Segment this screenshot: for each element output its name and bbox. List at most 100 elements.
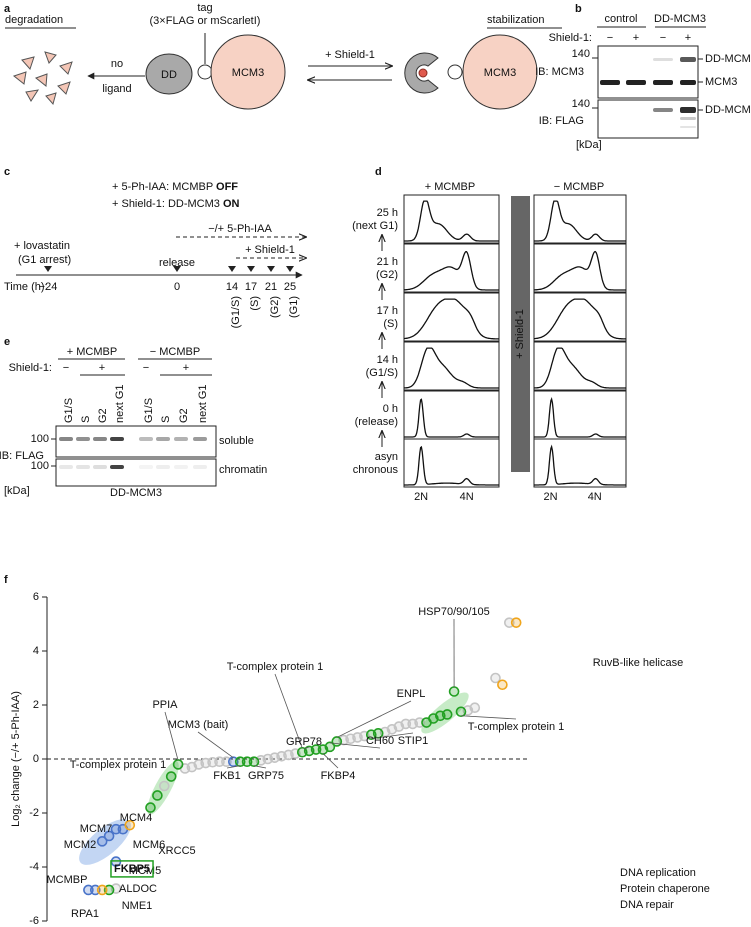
label: control [604, 13, 637, 25]
label: 140 [572, 98, 590, 110]
band [139, 437, 153, 441]
histogram [534, 200, 626, 242]
histogram [404, 445, 499, 486]
text-part: + 5-Ph-IAA: MCMBP [112, 181, 213, 193]
label: G2 [97, 408, 109, 423]
annotation: RuvB-like helicase [593, 657, 683, 669]
label: + Shield-1 [245, 244, 295, 256]
point [497, 679, 508, 691]
histogram-frame [403, 292, 500, 342]
label: + Shield-1 [325, 49, 375, 61]
annotation: XRCC5 [158, 845, 195, 857]
label: −24 [39, 281, 58, 293]
annotation: ENPL [397, 688, 426, 700]
label: [kDa] [4, 485, 30, 497]
label: 14 [226, 281, 238, 293]
leader-line [460, 715, 517, 720]
label: (3×FLAG or mScarletI) [150, 15, 261, 27]
band [156, 437, 170, 441]
label: + Shield-1: DD-MCM3 ON [112, 198, 240, 210]
histogram [403, 251, 499, 291]
text-part: + Shield-1: DD-MCM3 [112, 198, 220, 210]
annotation: STIP1 [398, 735, 429, 747]
label: + [99, 362, 105, 374]
time-marker [247, 266, 255, 272]
label: 17 h [377, 305, 398, 317]
label: + MCMBP [425, 181, 475, 193]
legend-entry: DNA replication [620, 867, 696, 879]
leader-line [274, 673, 303, 749]
label: (release) [355, 416, 398, 428]
band [93, 465, 107, 469]
label: G1/S [143, 398, 155, 423]
leader-line [336, 700, 412, 738]
label: IB: FLAG [539, 115, 584, 127]
leader-line [371, 732, 414, 740]
leader-line [226, 765, 241, 769]
annotation: RPA1 [71, 908, 99, 920]
diagram-a [5, 27, 562, 110]
label: (G2) [376, 269, 398, 281]
label: (S) [249, 296, 261, 311]
point [124, 819, 136, 831]
point [331, 736, 343, 747]
label: Shield-1: [9, 362, 52, 374]
histogram [533, 347, 626, 389]
label: DD-MCM3 [654, 13, 706, 25]
band [76, 437, 90, 441]
point [448, 686, 460, 697]
point [172, 759, 184, 770]
label: 17 [245, 281, 257, 293]
band [110, 465, 124, 469]
point-other [469, 702, 481, 714]
label: next G1 [197, 384, 209, 423]
leader-line [164, 711, 179, 761]
annotation: HSP70/90/105 [418, 606, 490, 618]
point [248, 756, 260, 768]
time-marker [228, 266, 236, 272]
band [93, 437, 107, 441]
point [96, 884, 108, 896]
label: 21 [265, 281, 277, 293]
annotation: T-complex protein 1 [468, 721, 565, 733]
label: + 5-Ph-IAA: MCMBP OFF [112, 181, 238, 193]
label: − MCMBP [150, 346, 200, 358]
label: 4N [588, 491, 602, 503]
annotation: MCM3 (bait) [168, 719, 229, 731]
point [510, 617, 522, 628]
y-tick-label: 2 [33, 699, 39, 711]
leader-line [322, 753, 339, 769]
histogram [534, 397, 626, 438]
time-marker [286, 266, 294, 272]
label: chronous [353, 464, 399, 476]
time-marker [44, 266, 52, 272]
label: MCM3 [232, 67, 264, 79]
label: DD-MCM3 [705, 104, 751, 116]
band [193, 437, 207, 441]
annotation: FKBP5 [114, 863, 150, 875]
histogram-frame [533, 292, 627, 342]
label: DD [161, 69, 177, 81]
label: MCM3 [705, 76, 737, 88]
label: − [660, 32, 666, 44]
text-bold: OFF [216, 181, 238, 193]
point [441, 709, 453, 720]
annotation: MCMBP [47, 874, 88, 886]
y-axis-label: Log₂ change (−/+ 5-Ph-IAA) [10, 691, 22, 827]
time-marker [173, 266, 181, 272]
annotation: MCM6 [133, 839, 165, 851]
panel-label: e [4, 336, 10, 348]
label: 25 h [377, 207, 398, 219]
label: (G1 arrest) [18, 254, 71, 266]
label: release [159, 257, 195, 269]
blot-e [51, 358, 217, 487]
label: − MCMBP [554, 181, 604, 193]
annotation: MCM2 [64, 839, 96, 851]
annotation: NME1 [122, 900, 153, 912]
leader-line [197, 731, 234, 759]
annotation: PPIA [152, 699, 178, 711]
band [139, 465, 153, 469]
histogram-frame [403, 438, 500, 488]
histogram-frame [403, 341, 500, 391]
label: 4N [460, 491, 474, 503]
